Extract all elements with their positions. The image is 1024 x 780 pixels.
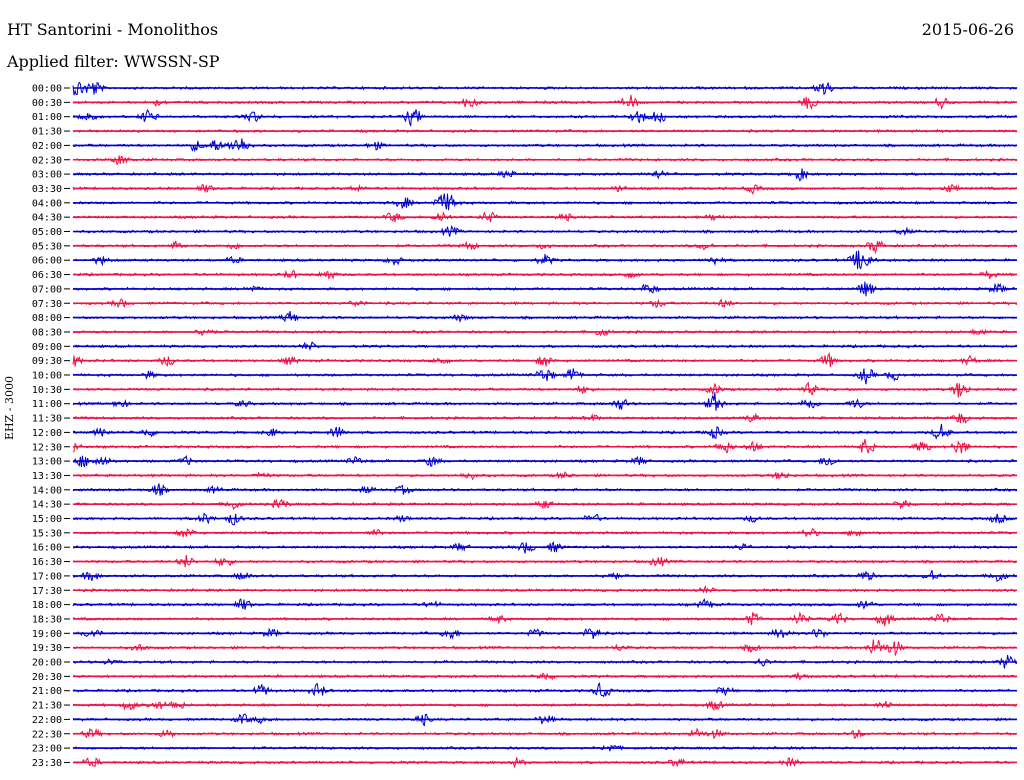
- seismic-trace: [72, 368, 1017, 385]
- row-time-label: 23:30: [32, 758, 62, 769]
- row-time-label: 03:30: [32, 184, 62, 195]
- row-time-label: 00:30: [32, 98, 62, 109]
- row-time-label: 02:30: [32, 155, 62, 166]
- seismic-trace: [72, 423, 1017, 440]
- row-time-label: 20:00: [32, 658, 62, 669]
- row-time-label: 07:00: [32, 284, 62, 295]
- seismic-trace: [72, 250, 1018, 270]
- row-time-label: 20:30: [32, 672, 62, 683]
- date-label: 2015-06-26: [921, 20, 1014, 39]
- row-time-label: 09:00: [32, 342, 62, 353]
- row-time-label: 07:30: [32, 299, 62, 310]
- row-time-label: 05:30: [32, 241, 62, 252]
- row-time-label: 19:00: [32, 629, 62, 640]
- row-time-label: 11:30: [32, 414, 62, 425]
- row-time-label: 10:00: [32, 371, 62, 382]
- row-time-label: 21:30: [32, 701, 62, 712]
- row-time-label: 01:00: [32, 112, 62, 123]
- row-time-label: 00:00: [32, 84, 62, 95]
- seismic-trace: [72, 311, 1018, 324]
- row-time-label: 16:00: [32, 543, 62, 554]
- row-time-label: 04:00: [32, 198, 62, 209]
- row-time-label: 18:30: [32, 614, 62, 625]
- row-time-label: 21:00: [32, 686, 62, 697]
- row-time-label: 15:00: [32, 514, 62, 525]
- seismic-trace: [72, 240, 1018, 255]
- row-time-label: 22:00: [32, 715, 62, 726]
- row-time-label: 10:30: [32, 385, 62, 396]
- seismic-trace: [72, 682, 1018, 698]
- row-time-label: 23:00: [32, 744, 62, 755]
- row-time-label: 16:30: [32, 557, 62, 568]
- seismic-trace: [72, 193, 1018, 211]
- row-time-label: 08:00: [32, 313, 62, 324]
- row-time-label: 13:30: [32, 471, 62, 482]
- row-time-label: 17:30: [32, 586, 62, 597]
- row-time-label: 22:30: [32, 729, 62, 740]
- seismic-trace: [72, 108, 1018, 127]
- row-time-label: 12:30: [32, 442, 62, 453]
- seismic-trace: [72, 138, 1018, 153]
- seismic-trace: [72, 392, 1018, 411]
- row-time-label: 19:30: [32, 643, 62, 654]
- row-time-label: 18:00: [32, 600, 62, 611]
- row-time-label: 15:30: [32, 528, 62, 539]
- filter-label: Applied filter: WWSSN-SP: [7, 52, 220, 71]
- row-time-label: 14:30: [32, 500, 62, 511]
- row-time-label: 02:00: [32, 141, 62, 152]
- row-time-label: 13:00: [32, 457, 62, 468]
- row-time-label: 05:00: [32, 227, 62, 238]
- row-time-label: 06:00: [32, 256, 62, 267]
- row-time-label: 01:30: [32, 127, 62, 138]
- row-time-label: 06:30: [32, 270, 62, 281]
- row-time-label: 14:00: [32, 485, 62, 496]
- row-time-label: 11:00: [32, 399, 62, 410]
- row-time-label: 09:30: [32, 356, 62, 367]
- row-time-label: 17:00: [32, 571, 62, 582]
- row-time-label: 08:30: [32, 327, 62, 338]
- row-time-label: 04:30: [32, 213, 62, 224]
- row-time-label: 03:00: [32, 170, 62, 181]
- row-time-label: 12:00: [32, 428, 62, 439]
- seismic-trace: [72, 81, 1018, 96]
- page-title: HT Santorini - Monolithos: [7, 20, 219, 39]
